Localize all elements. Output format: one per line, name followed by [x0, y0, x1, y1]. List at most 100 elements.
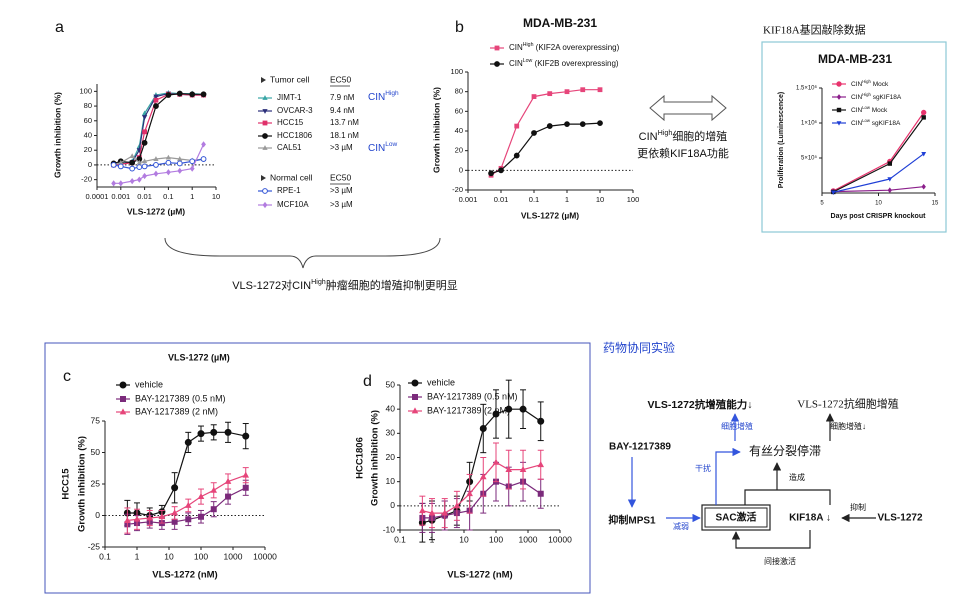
- text-part: CIN: [851, 81, 863, 88]
- legend-marker: [494, 61, 500, 67]
- legend-marker: [411, 379, 419, 387]
- data-point: [242, 471, 250, 478]
- legend-label: CINLow sgKIF18A: [851, 118, 901, 127]
- data-point: [242, 432, 250, 440]
- data-point: [176, 90, 183, 97]
- x-tick-label: 0.0001: [86, 192, 109, 201]
- edge-label: 减弱: [673, 521, 689, 531]
- data-point: [146, 514, 154, 521]
- y-tick-label: 60: [84, 116, 92, 125]
- x-axis-label: VLS-1272 (µM): [127, 206, 185, 216]
- text-part: Low: [862, 105, 871, 110]
- legend-marker: [836, 94, 842, 100]
- data-point: [129, 159, 136, 166]
- legend-label: CINLow (KIF2B overexpressing): [509, 58, 619, 68]
- legend-label: BAY-1217389 (0.5 nM): [427, 391, 518, 401]
- y-tick-label: 0: [88, 160, 92, 169]
- node: VLS-1272抗增殖能力↓: [647, 398, 752, 411]
- data-point: [537, 417, 545, 425]
- legend-label: CINHigh (KIF2A overexpressing): [509, 42, 620, 52]
- x-tick-label: 0.1: [394, 534, 406, 544]
- data-point: [564, 121, 570, 128]
- x-tick-label: 0.001: [459, 195, 478, 204]
- diagram-title: 药物协同实验: [603, 340, 675, 355]
- text-part: Mock: [870, 107, 888, 114]
- legend-ec50: 18.1 nM: [330, 131, 359, 140]
- double-arrow: [649, 94, 727, 122]
- data-point: [505, 405, 513, 413]
- y-tick-label: 30: [386, 428, 396, 438]
- data-point: [546, 123, 553, 129]
- data-point: [153, 156, 159, 161]
- y-axis-label: Growth inhibition (%): [370, 410, 381, 506]
- legend-label: BAY-1217389 (0.5 nM): [135, 393, 226, 403]
- text-part: CIN: [851, 120, 863, 127]
- y-tick-label: 40: [386, 403, 396, 413]
- cin-label: CINLow: [368, 141, 397, 153]
- legend-marker: [262, 95, 268, 100]
- series-line: [127, 474, 246, 522]
- knockout-frame: [761, 41, 947, 233]
- data-point: [158, 513, 166, 520]
- data-point: [210, 506, 217, 513]
- text-part: (KIF2B overexpressing): [532, 59, 619, 68]
- legend-label: MCF10A: [277, 200, 309, 209]
- data-point: [887, 187, 892, 194]
- data-point: [198, 513, 204, 520]
- data-point: [921, 183, 926, 190]
- data-point: [136, 176, 142, 183]
- data-point: [136, 159, 142, 165]
- data-point: [197, 430, 205, 438]
- text-part: CIN: [292, 280, 311, 292]
- text-part: CIN: [851, 94, 863, 101]
- data-point: [479, 425, 487, 432]
- text-part: CIN: [851, 107, 863, 114]
- sac-box: [701, 504, 771, 531]
- y-tick-label: -10: [383, 524, 396, 534]
- summary: VLS-1272对CINHigh肿瘤细胞的增殖抑制更明显: [232, 278, 458, 292]
- data-point: [142, 129, 147, 135]
- data-point: [153, 162, 159, 168]
- data-point: [165, 159, 172, 166]
- x-tick-label: 1: [190, 192, 194, 201]
- arrow: [715, 447, 741, 505]
- data-point: [887, 177, 893, 182]
- dose-label: VLS-1272 (µM): [168, 352, 230, 362]
- series-line: [490, 89, 600, 176]
- legend-label: CINHigh sgKIF18A: [851, 92, 902, 101]
- legend-marker: [262, 145, 268, 150]
- x-tick-label: 0.1: [529, 195, 539, 204]
- x-tick-label: 15: [932, 201, 939, 207]
- series-line: [113, 93, 204, 166]
- data-point: [492, 458, 500, 465]
- x-tick-label: 1000: [519, 534, 538, 544]
- y-tick-label: 50: [91, 447, 101, 457]
- y-tick-label: 0: [459, 165, 463, 174]
- legend-marker: [494, 45, 500, 51]
- x-axis-label: VLS-1272 (nM): [152, 570, 217, 581]
- data-point: [133, 515, 141, 522]
- x-tick-label: 0.01: [137, 192, 152, 201]
- panel-label: d: [363, 373, 372, 390]
- data-point: [136, 164, 143, 171]
- data-point: [142, 172, 147, 180]
- data-point: [519, 465, 527, 472]
- text-part: Low: [523, 58, 533, 64]
- node: VLS-1272: [877, 513, 922, 524]
- y-tick-label: 40: [455, 126, 463, 135]
- text-part: High: [385, 90, 399, 97]
- text-part: 细胞的增殖: [672, 129, 727, 143]
- edge-label: 造成: [789, 472, 805, 482]
- brace: [164, 237, 441, 269]
- x-tick-label: 100: [627, 195, 640, 204]
- y-tick-label: 50: [386, 379, 396, 389]
- data-point: [201, 141, 206, 148]
- data-point: [189, 91, 196, 98]
- data-point: [210, 428, 218, 436]
- y-tick-label: 80: [84, 101, 92, 110]
- data-point: [224, 428, 232, 436]
- synergy-frame: [44, 342, 591, 594]
- legend-ec50: 7.9 nM: [330, 93, 355, 102]
- dependence: 更依赖KIF18A功能: [637, 146, 729, 160]
